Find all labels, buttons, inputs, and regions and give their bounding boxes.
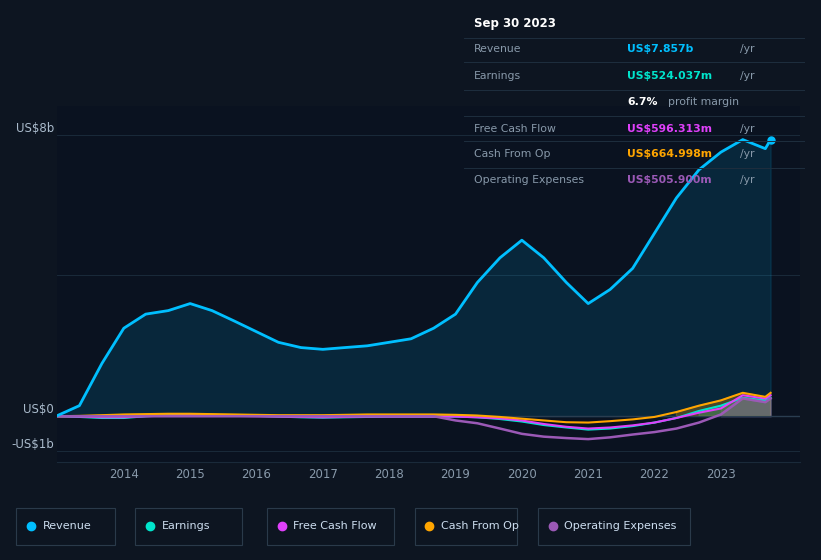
Text: US$524.037m: US$524.037m xyxy=(627,71,713,81)
Text: -US$1b: -US$1b xyxy=(11,438,53,451)
Text: /yr: /yr xyxy=(740,175,754,185)
Text: US$664.998m: US$664.998m xyxy=(627,149,713,159)
Text: Earnings: Earnings xyxy=(474,71,521,81)
Text: Revenue: Revenue xyxy=(474,44,521,54)
Text: US$596.313m: US$596.313m xyxy=(627,124,713,134)
Text: /yr: /yr xyxy=(740,149,754,159)
FancyBboxPatch shape xyxy=(16,508,115,545)
Text: /yr: /yr xyxy=(740,71,754,81)
Text: Sep 30 2023: Sep 30 2023 xyxy=(474,17,556,30)
Text: Cash From Op: Cash From Op xyxy=(474,149,551,159)
FancyBboxPatch shape xyxy=(135,508,242,545)
Text: US$7.857b: US$7.857b xyxy=(627,44,694,54)
Text: profit margin: profit margin xyxy=(668,97,739,107)
Text: /yr: /yr xyxy=(740,124,754,134)
Text: Cash From Op: Cash From Op xyxy=(441,521,519,531)
Text: /yr: /yr xyxy=(740,44,754,54)
Text: 6.7%: 6.7% xyxy=(627,97,658,107)
FancyBboxPatch shape xyxy=(267,508,394,545)
Text: US$0: US$0 xyxy=(23,403,53,416)
FancyBboxPatch shape xyxy=(538,508,690,545)
Text: Earnings: Earnings xyxy=(162,521,210,531)
Text: Free Cash Flow: Free Cash Flow xyxy=(293,521,377,531)
Text: Operating Expenses: Operating Expenses xyxy=(564,521,677,531)
Text: US$505.900m: US$505.900m xyxy=(627,175,712,185)
Text: US$8b: US$8b xyxy=(16,122,53,134)
Text: Free Cash Flow: Free Cash Flow xyxy=(474,124,556,134)
Text: Operating Expenses: Operating Expenses xyxy=(474,175,584,185)
FancyBboxPatch shape xyxy=(415,508,517,545)
Text: Revenue: Revenue xyxy=(43,521,91,531)
